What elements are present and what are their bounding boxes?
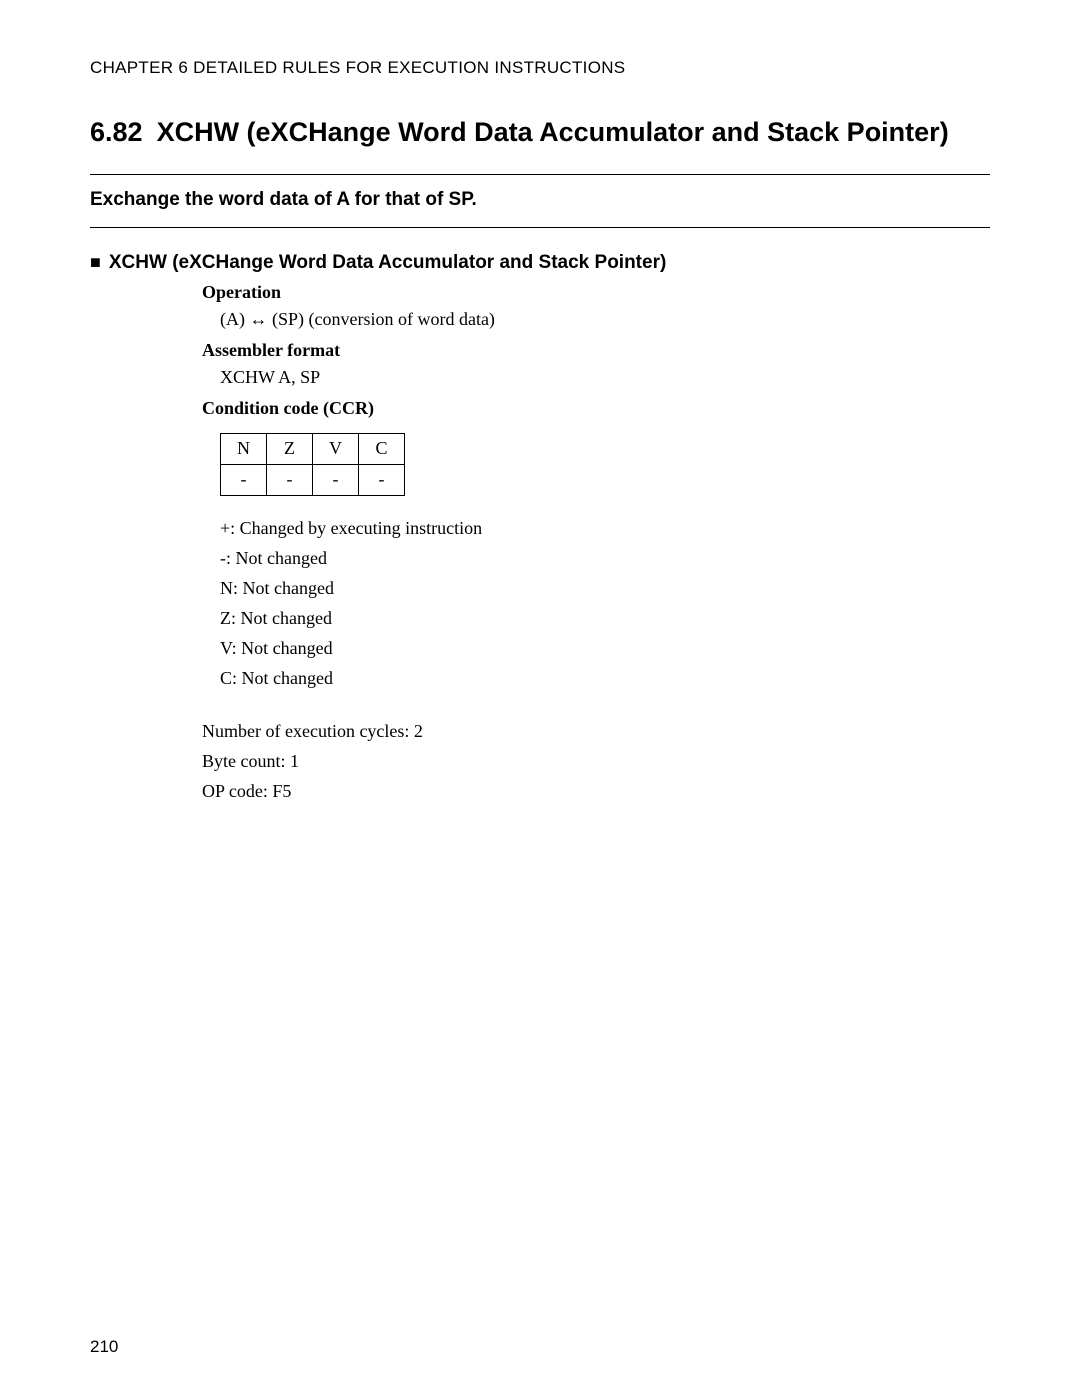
divider-top	[90, 174, 990, 175]
ccr-value-cell: -	[267, 464, 313, 495]
ccr-header-cell: N	[221, 433, 267, 464]
metric-line: OP code: F5	[202, 781, 990, 802]
metrics-block: Number of execution cycles: 2 Byte count…	[202, 721, 990, 802]
legend-line: Z: Not changed	[220, 608, 990, 629]
ccr-label: Condition code (CCR)	[202, 398, 990, 419]
ccr-value-cell: -	[313, 464, 359, 495]
ccr-header-cell: C	[359, 433, 405, 464]
legend-line: V: Not changed	[220, 638, 990, 659]
chapter-header: CHAPTER 6 DETAILED RULES FOR EXECUTION I…	[90, 58, 990, 78]
ccr-table: N Z V C - - - -	[220, 433, 405, 496]
ccr-header-cell: Z	[267, 433, 313, 464]
legend-line: +: Changed by executing instruction	[220, 518, 990, 539]
assembler-label: Assembler format	[202, 340, 990, 361]
summary-text: Exchange the word data of A for that of …	[90, 189, 990, 211]
page-number: 210	[90, 1337, 118, 1357]
subsection-heading-text: XCHW (eXCHange Word Data Accumulator and…	[109, 252, 666, 273]
square-bullet-icon: ■	[90, 252, 101, 272]
table-row: - - - -	[221, 464, 405, 495]
metric-line: Byte count: 1	[202, 751, 990, 772]
operation-label: Operation	[202, 282, 990, 303]
ccr-value-cell: -	[221, 464, 267, 495]
table-row: N Z V C	[221, 433, 405, 464]
ccr-value-cell: -	[359, 464, 405, 495]
operation-value: (A) ↔ (SP) (conversion of word data)	[220, 309, 990, 330]
subsection-heading: ■ XCHW (eXCHange Word Data Accumulator an…	[90, 252, 990, 274]
section-number: 6.82	[90, 116, 143, 150]
page-container: CHAPTER 6 DETAILED RULES FOR EXECUTION I…	[0, 0, 1080, 1397]
ccr-legend: +: Changed by executing instruction -: N…	[220, 518, 990, 689]
section-title: 6.82 XCHW (eXCHange Word Data Accumulato…	[90, 116, 990, 150]
legend-line: C: Not changed	[220, 668, 990, 689]
assembler-value: XCHW A, SP	[220, 367, 990, 388]
legend-line: N: Not changed	[220, 578, 990, 599]
divider-bottom	[90, 227, 990, 228]
legend-line: -: Not changed	[220, 548, 990, 569]
section-title-text: XCHW (eXCHange Word Data Accumulator and…	[157, 116, 990, 150]
metric-line: Number of execution cycles: 2	[202, 721, 990, 742]
ccr-header-cell: V	[313, 433, 359, 464]
content-block: Operation (A) ↔ (SP) (conversion of word…	[202, 282, 990, 802]
